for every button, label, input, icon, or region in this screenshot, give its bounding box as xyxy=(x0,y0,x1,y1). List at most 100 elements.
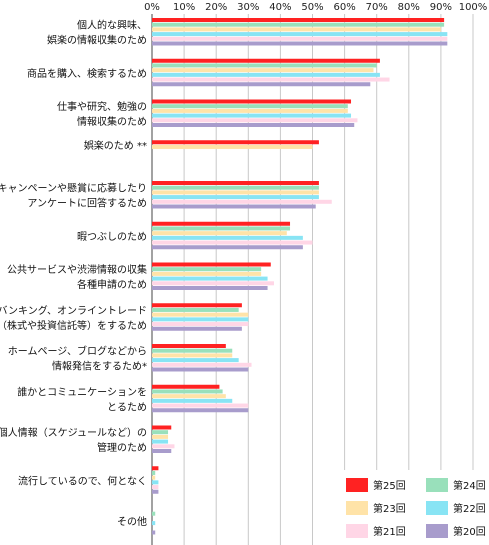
bar xyxy=(152,449,172,453)
bar xyxy=(152,140,319,145)
bar xyxy=(152,322,249,327)
bar xyxy=(152,72,380,77)
bar xyxy=(152,267,262,272)
x-tick-label: 80% xyxy=(398,2,420,13)
bar xyxy=(152,348,233,353)
bar xyxy=(152,384,220,389)
bar xyxy=(152,511,156,516)
bar xyxy=(152,204,316,209)
legend-label: 第21回 xyxy=(373,525,406,538)
bar xyxy=(152,276,268,281)
bar xyxy=(152,41,448,46)
category-label: 個人情報（スケジュールなど）の xyxy=(0,426,147,439)
x-tick-label: 10% xyxy=(173,2,195,13)
bar xyxy=(152,307,239,312)
bar xyxy=(152,317,249,322)
bar xyxy=(152,262,271,267)
category-label: ネットバンキング、オンライントレード xyxy=(0,304,147,317)
category-label: 娯楽のため ** xyxy=(84,139,147,152)
bar xyxy=(152,281,274,286)
bar xyxy=(152,18,445,22)
bar xyxy=(152,480,159,485)
legend-swatch xyxy=(346,524,368,538)
x-tick-labels: 0% 10% 20% 30% 40% 50% 60% 70% 80% 90% 100% xyxy=(144,2,487,13)
category-labels: 個人的な興味、娯楽の情報収集のため商品を購入、検索するため仕事や研究、勉強の情報… xyxy=(0,19,147,528)
bar xyxy=(152,22,445,27)
bar xyxy=(152,408,249,413)
x-tick-label: 60% xyxy=(333,2,355,13)
bar xyxy=(152,68,374,73)
bar xyxy=(152,521,156,526)
bar xyxy=(152,394,226,399)
bar xyxy=(152,367,249,372)
bar xyxy=(152,118,358,123)
x-tick-label: 40% xyxy=(269,2,291,13)
x-tick-label: 20% xyxy=(205,2,227,13)
bar xyxy=(152,403,249,408)
bar xyxy=(152,235,303,240)
legend-label: 第20回 xyxy=(453,525,486,538)
bar xyxy=(152,181,319,185)
legend-label: 第25回 xyxy=(373,479,406,492)
bar xyxy=(152,199,332,204)
category-label: 暇つぶしのため xyxy=(77,231,147,243)
bar xyxy=(152,104,348,109)
x-tick-label: 50% xyxy=(301,2,323,13)
bar xyxy=(152,362,252,367)
bar xyxy=(152,190,319,195)
bar xyxy=(152,389,223,394)
bar xyxy=(152,108,348,113)
bar xyxy=(152,32,448,37)
bar xyxy=(152,231,287,236)
legend-swatch xyxy=(346,478,368,492)
bar xyxy=(152,99,352,104)
bar xyxy=(152,113,352,118)
bar xyxy=(152,58,380,63)
bar xyxy=(152,286,268,290)
category-label: 情報収集のため xyxy=(77,115,147,128)
bar xyxy=(152,344,226,348)
category-label: 誰かとコミュニケーションを xyxy=(17,385,147,398)
bar xyxy=(152,144,313,149)
category-label: キャンペーンや懸賞に応募したり xyxy=(0,182,147,195)
bar xyxy=(152,425,172,430)
bar xyxy=(152,358,239,363)
x-tick-label: 90% xyxy=(430,2,452,13)
bar xyxy=(152,430,169,435)
category-label: 各種申請のため xyxy=(77,278,147,291)
bar xyxy=(152,444,175,449)
bar xyxy=(152,271,262,276)
category-label: 個人的な興味、 xyxy=(77,19,147,32)
x-tick-label: 70% xyxy=(366,2,388,13)
category-label: 仕事や研究、勉強の xyxy=(57,100,147,113)
bar xyxy=(152,123,355,127)
bar xyxy=(152,312,249,317)
x-tick-label: 0% xyxy=(144,2,160,13)
bar xyxy=(152,470,156,475)
category-label: ホームページ、ブログなどから xyxy=(8,345,147,358)
category-label: その他 xyxy=(117,515,147,528)
category-label: 情報発信をするため* xyxy=(52,360,147,373)
bar xyxy=(152,221,291,226)
bar xyxy=(152,489,159,494)
legend-label: 第23回 xyxy=(373,502,406,515)
legend-label: 第22回 xyxy=(453,502,486,515)
category-label: アンケートに回答するため xyxy=(27,197,147,210)
bar xyxy=(152,530,156,535)
category-label: 商品を購入、検索するため xyxy=(27,67,147,80)
legend-swatch xyxy=(426,478,448,492)
x-tick-label: 30% xyxy=(237,2,259,13)
category-label: 娯楽の情報収集のため xyxy=(47,34,147,47)
bar xyxy=(152,485,159,490)
bar xyxy=(152,326,242,331)
category-label: 管理のため xyxy=(97,441,147,454)
bar xyxy=(152,303,242,308)
bar xyxy=(152,466,159,471)
bars xyxy=(152,18,448,535)
legend-swatch xyxy=(426,501,448,515)
bar xyxy=(152,226,291,231)
bar xyxy=(152,240,313,245)
bar xyxy=(152,195,319,200)
category-label: 流行しているので、何となく xyxy=(18,474,147,487)
category-label: （株式や投資信託等）をするため xyxy=(0,319,147,332)
